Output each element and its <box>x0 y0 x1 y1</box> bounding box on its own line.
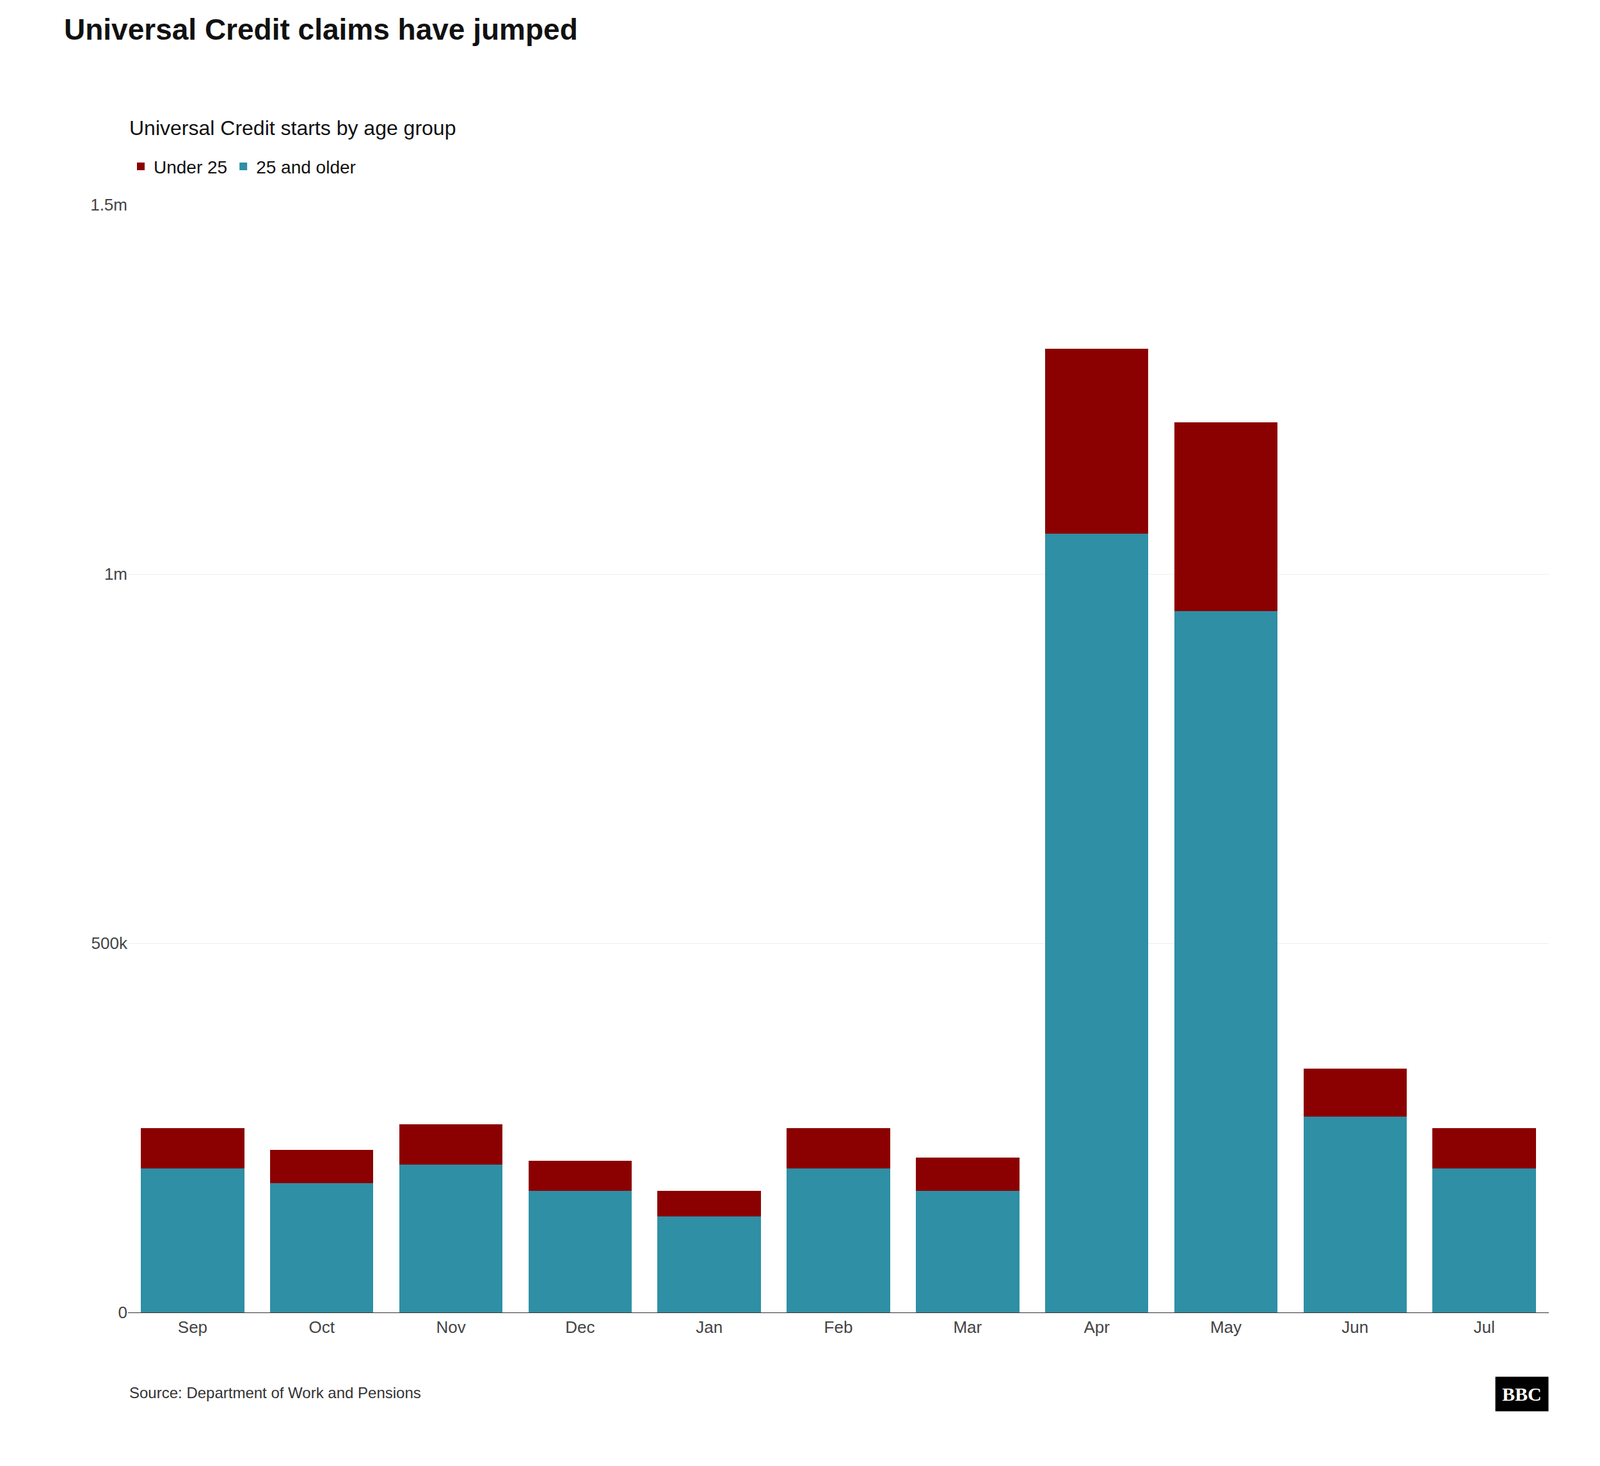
svg-text:Jan: Jan <box>695 1317 723 1337</box>
svg-text:Source: Department of Work and: Source: Department of Work and Pensions <box>129 1384 422 1402</box>
svg-text:1.5m: 1.5m <box>90 195 128 215</box>
svg-text:Jun: Jun <box>1341 1317 1369 1337</box>
svg-text:Dec: Dec <box>565 1317 595 1337</box>
svg-text:Under 25: Under 25 <box>153 157 228 178</box>
svg-text:1m: 1m <box>104 564 128 584</box>
svg-text:Nov: Nov <box>435 1317 466 1337</box>
svg-text:Universal Credit starts by age: Universal Credit starts by age group <box>129 116 456 140</box>
svg-text:Apr: Apr <box>1083 1317 1110 1337</box>
svg-text:Universal Credit claims have j: Universal Credit claims have jumped <box>64 12 578 47</box>
svg-text:Jul: Jul <box>1473 1317 1495 1337</box>
svg-text:May: May <box>1210 1317 1242 1337</box>
svg-text:25 and older: 25 and older <box>256 157 356 178</box>
svg-text:BBC: BBC <box>1502 1383 1542 1405</box>
svg-text:0: 0 <box>118 1303 128 1323</box>
svg-text:Mar: Mar <box>952 1317 982 1337</box>
svg-text:Feb: Feb <box>824 1317 854 1337</box>
svg-text:500k: 500k <box>91 933 128 953</box>
svg-text:Sep: Sep <box>177 1317 208 1337</box>
svg-text:Oct: Oct <box>309 1317 336 1337</box>
